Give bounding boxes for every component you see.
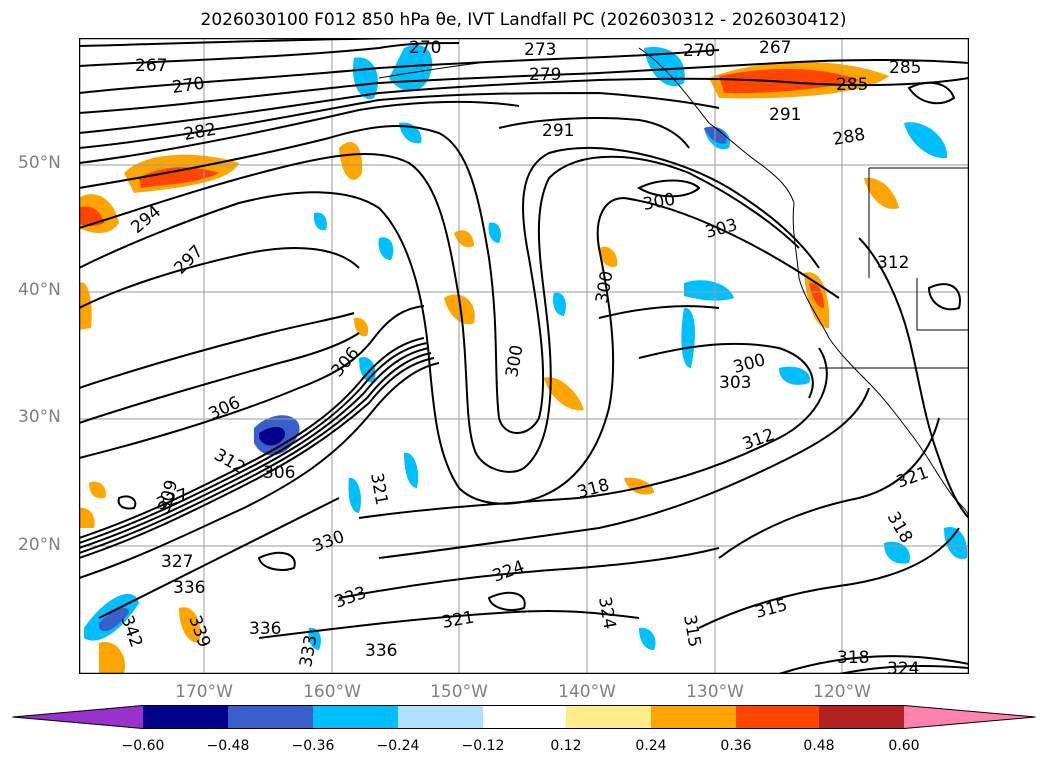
- contour-label: 285: [836, 75, 868, 95]
- colorbar-extend-high: [904, 705, 1036, 729]
- contour-label: 327: [161, 552, 193, 572]
- contour-label: 336: [365, 641, 397, 661]
- lon-label: 160°W: [303, 682, 361, 702]
- colorbar-segment: [483, 705, 566, 729]
- map-plot-area: 267 270 273 279 282 285 288 291 294 297 …: [79, 38, 969, 674]
- colorbar-segment: [736, 705, 819, 729]
- colorbar-tick-label: −0.12: [461, 738, 505, 754]
- lat-lon-grid: [79, 38, 969, 674]
- contour-label: 336: [173, 578, 205, 598]
- contour-label: 279: [529, 65, 561, 85]
- theta-e-contours: [79, 38, 969, 674]
- colorbar-extend-low: [12, 705, 143, 729]
- contour-label: 324: [887, 659, 919, 674]
- contour-label: 312: [877, 253, 909, 273]
- coastlines: [378, 47, 969, 519]
- colorbar-tick-label: −0.60: [121, 738, 165, 754]
- lon-label: 140°W: [558, 682, 616, 702]
- contour-label: 291: [542, 121, 574, 141]
- contour-label: 303: [719, 373, 751, 393]
- colorbar-tick-label: −0.48: [206, 738, 250, 754]
- lon-label: 130°W: [686, 682, 744, 702]
- contour-label: 291: [769, 105, 801, 125]
- contour-label: 267: [759, 38, 791, 58]
- colorbar-tick-label: −0.24: [376, 738, 420, 754]
- colorbar-tick-label: 0.12: [550, 738, 582, 754]
- map-title: 2026030100 F012 850 hPa θe, IVT Landfall…: [200, 10, 847, 30]
- contour-label: 267: [135, 56, 167, 76]
- lon-label: 170°W: [175, 682, 233, 702]
- colorbar-segment: [398, 705, 483, 729]
- lat-label: 20°N: [18, 535, 61, 555]
- contour-label: 336: [249, 619, 281, 639]
- colorbar-segment: [566, 705, 651, 729]
- contour-label: 306: [263, 463, 295, 483]
- map-border: [79, 38, 969, 674]
- contour-label: 270: [171, 74, 206, 98]
- contour-label: 270: [409, 38, 441, 58]
- map-svg: 267 270 273 279 282 285 288 291 294 297 …: [79, 38, 969, 674]
- contour-label: 270: [683, 41, 715, 61]
- lon-label: 150°W: [430, 682, 488, 702]
- colorbar-segment: [143, 705, 228, 729]
- colorbar-tick-label: 0.48: [803, 738, 835, 754]
- contour-label: 318: [837, 648, 869, 668]
- colorbar-tick-label: −0.36: [291, 738, 335, 754]
- colorbar-segment: [228, 705, 313, 729]
- lat-label: 40°N: [18, 280, 61, 300]
- contour-label: 285: [889, 58, 921, 78]
- colorbar-tick-label: 0.36: [720, 738, 752, 754]
- lat-label: 30°N: [18, 407, 61, 427]
- colorbar-segment: [819, 705, 904, 729]
- colorbar-tick-label: 0.60: [888, 738, 920, 754]
- colorbar-segment: [651, 705, 736, 729]
- colorbar: [12, 705, 1036, 729]
- lon-label: 120°W: [813, 682, 871, 702]
- contour-label: 273: [524, 40, 556, 60]
- colorbar-segment: [313, 705, 398, 729]
- lat-label: 50°N: [18, 153, 61, 173]
- colorbar-tick-label: 0.24: [635, 738, 667, 754]
